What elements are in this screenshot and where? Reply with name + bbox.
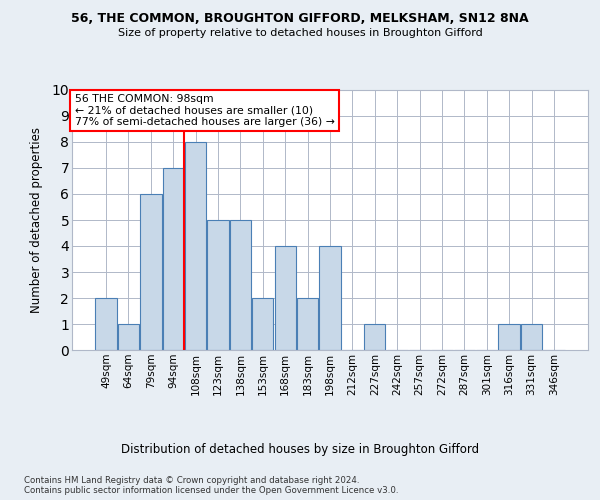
Bar bbox=[208, 220, 229, 350]
Text: 56 THE COMMON: 98sqm
← 21% of detached houses are smaller (10)
77% of semi-detac: 56 THE COMMON: 98sqm ← 21% of detached h… bbox=[74, 94, 334, 127]
Text: Distribution of detached houses by size in Broughton Gifford: Distribution of detached houses by size … bbox=[121, 442, 479, 456]
Bar bbox=[118, 324, 139, 350]
Text: Size of property relative to detached houses in Broughton Gifford: Size of property relative to detached ho… bbox=[118, 28, 482, 38]
Bar bbox=[95, 298, 117, 350]
Bar bbox=[230, 220, 251, 350]
Y-axis label: Number of detached properties: Number of detached properties bbox=[30, 127, 43, 313]
Bar bbox=[521, 324, 542, 350]
Bar bbox=[275, 246, 296, 350]
Bar bbox=[319, 246, 341, 350]
Bar bbox=[140, 194, 161, 350]
Text: Contains HM Land Registry data © Crown copyright and database right 2024.
Contai: Contains HM Land Registry data © Crown c… bbox=[24, 476, 398, 495]
Bar bbox=[185, 142, 206, 350]
Bar bbox=[364, 324, 385, 350]
Bar bbox=[499, 324, 520, 350]
Bar bbox=[252, 298, 274, 350]
Bar bbox=[163, 168, 184, 350]
Text: 56, THE COMMON, BROUGHTON GIFFORD, MELKSHAM, SN12 8NA: 56, THE COMMON, BROUGHTON GIFFORD, MELKS… bbox=[71, 12, 529, 26]
Bar bbox=[297, 298, 318, 350]
